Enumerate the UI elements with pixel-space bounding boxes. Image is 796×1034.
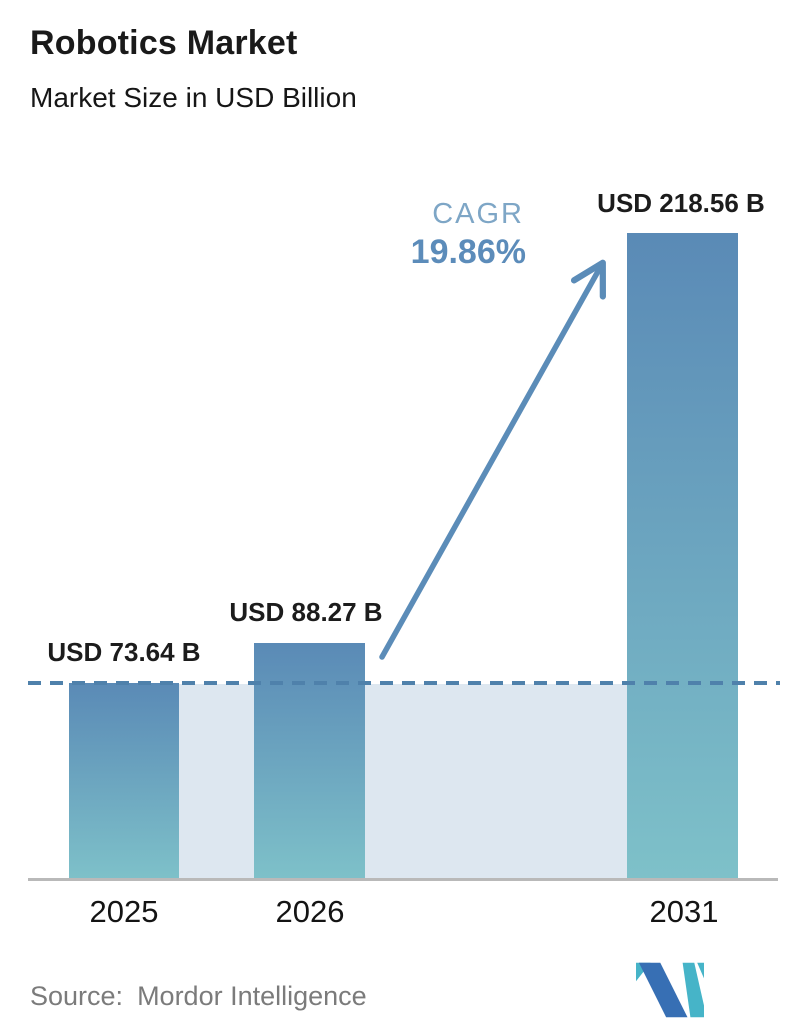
source-line: Source: Mordor Intelligence [30, 981, 367, 1012]
page-subtitle: Market Size in USD Billion [30, 82, 357, 113]
bar-2025 [69, 683, 179, 880]
source-prefix: Source: [30, 981, 124, 1011]
x-tick-2031: 2031 [649, 894, 719, 929]
x-tick-2026: 2026 [275, 894, 345, 929]
x-tick-2025: 2025 [89, 894, 159, 929]
cagr-value: 19.86% [410, 233, 526, 271]
bar-value-label-2025: USD 73.64 B [47, 637, 201, 667]
source-name: Mordor Intelligence [137, 981, 367, 1011]
baseline-shade-region [69, 684, 738, 879]
bar-value-label-2026: USD 88.27 B [229, 597, 383, 627]
dashed-baseline [28, 681, 780, 685]
bar-2026 [254, 643, 365, 880]
cagr-label: CAGR [432, 198, 524, 230]
bar-value-label-2031: USD 218.56 B [597, 188, 765, 218]
page-title: Robotics Market [30, 24, 298, 62]
mordor-intelligence-logo-icon [636, 962, 704, 1018]
bar-2031 [627, 233, 738, 880]
x-axis-line [28, 878, 778, 881]
